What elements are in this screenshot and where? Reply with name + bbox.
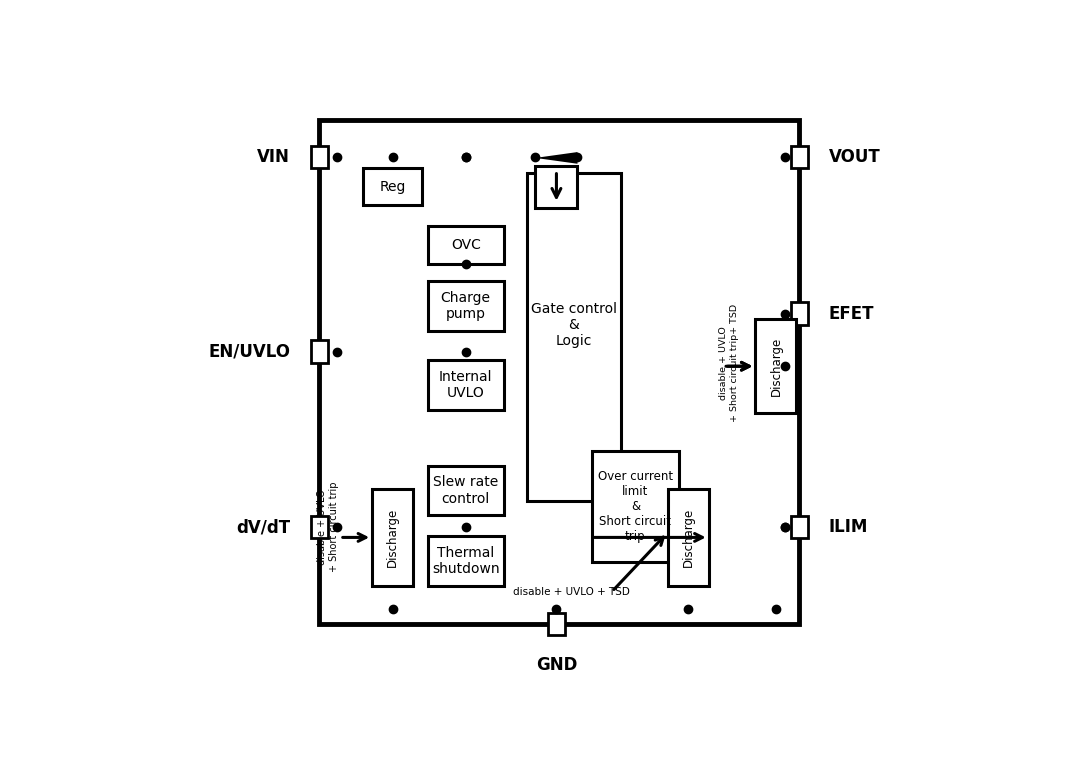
Text: OVC: OVC: [450, 238, 481, 252]
Text: EFET: EFET: [828, 305, 874, 322]
Text: disable + UVLO
+ Short circuit trip: disable + UVLO + Short circuit trip: [318, 482, 339, 572]
FancyBboxPatch shape: [536, 166, 578, 208]
FancyBboxPatch shape: [791, 516, 808, 538]
FancyBboxPatch shape: [548, 613, 565, 635]
Text: disable + UVLO + TSD: disable + UVLO + TSD: [513, 587, 630, 597]
FancyBboxPatch shape: [311, 516, 328, 538]
Text: Thermal
shutdown: Thermal shutdown: [432, 546, 500, 576]
FancyBboxPatch shape: [755, 319, 796, 413]
Text: Reg: Reg: [379, 180, 406, 194]
Text: disable + UVLO
+ Short circuit trip+ TSD: disable + UVLO + Short circuit trip+ TSD: [719, 304, 739, 423]
Text: Discharge: Discharge: [386, 508, 400, 567]
FancyBboxPatch shape: [791, 146, 808, 168]
Text: Over current
limit
&
Short circuit
trip: Over current limit & Short circuit trip: [598, 470, 673, 543]
Text: Discharge: Discharge: [681, 508, 694, 567]
FancyBboxPatch shape: [428, 360, 503, 410]
Text: GND: GND: [536, 656, 577, 674]
Text: Charge
pump: Charge pump: [441, 291, 490, 321]
Text: EN/UVLO: EN/UVLO: [208, 343, 291, 360]
FancyBboxPatch shape: [791, 302, 808, 325]
FancyBboxPatch shape: [373, 489, 413, 586]
Text: Internal
UVLO: Internal UVLO: [438, 370, 492, 401]
Text: Discharge: Discharge: [769, 337, 782, 396]
FancyBboxPatch shape: [428, 466, 503, 515]
FancyBboxPatch shape: [320, 121, 799, 624]
Text: ILIM: ILIM: [828, 518, 868, 536]
FancyBboxPatch shape: [428, 281, 503, 331]
FancyBboxPatch shape: [428, 226, 503, 264]
FancyBboxPatch shape: [592, 451, 679, 562]
FancyBboxPatch shape: [428, 536, 503, 586]
Polygon shape: [536, 152, 578, 163]
FancyBboxPatch shape: [527, 173, 621, 501]
FancyBboxPatch shape: [667, 489, 708, 586]
Text: Slew rate
control: Slew rate control: [433, 476, 498, 505]
Text: VIN: VIN: [257, 147, 291, 166]
Text: VOUT: VOUT: [828, 147, 880, 166]
FancyBboxPatch shape: [363, 169, 422, 205]
FancyBboxPatch shape: [311, 146, 328, 168]
FancyBboxPatch shape: [311, 340, 328, 363]
Text: dV/dT: dV/dT: [237, 518, 291, 536]
Text: Gate control
&
Logic: Gate control & Logic: [531, 302, 617, 349]
